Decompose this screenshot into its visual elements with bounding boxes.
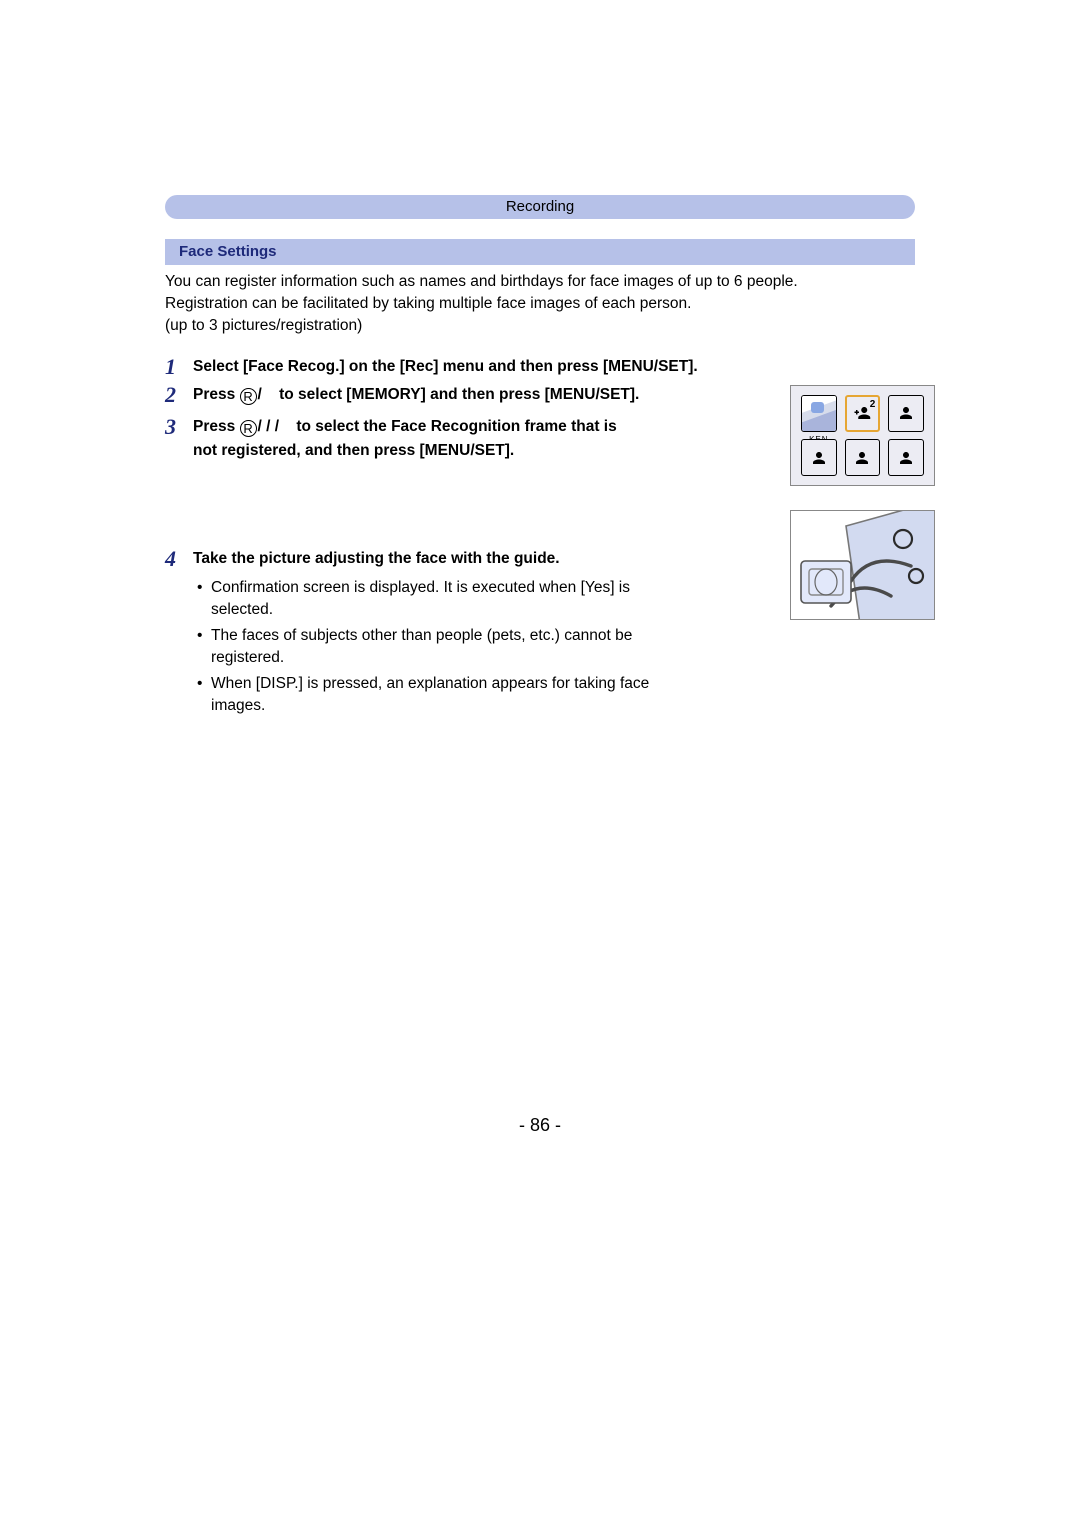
step-text: Select [Face Recog.] on the [Rec] menu a… (193, 358, 698, 375)
step-text: Take the picture adjusting the face with… (193, 550, 560, 567)
slot-badge: 2 (870, 399, 876, 410)
r-symbol-icon: R (240, 420, 257, 437)
face-slot-empty (888, 395, 924, 432)
slot-name-label: KEN (801, 435, 837, 437)
face-grid-figure: 2 KEN (790, 385, 935, 486)
face-slot-empty (845, 439, 881, 476)
person-icon (853, 449, 871, 467)
text-fragment: Press (193, 386, 240, 403)
text-fragment: / (258, 386, 262, 403)
page-content: Recording Face Settings You can register… (165, 195, 915, 721)
face-slot-empty (888, 439, 924, 476)
face-slot-selected: 2 (845, 395, 881, 432)
camera-guide-figure (790, 510, 935, 620)
step-number: 1 (165, 355, 193, 379)
bullet-item: Confirmation screen is displayed. It is … (211, 577, 653, 621)
r-symbol-icon: R (240, 388, 257, 405)
face-slot-photo (801, 395, 837, 432)
camera-illustration-icon (791, 511, 935, 620)
text-fragment: to select [MEMORY] and then press [MENU/… (279, 386, 639, 403)
step-number: 3 (165, 415, 193, 439)
step-text: Press R/ / / to select the Face Recognit… (193, 418, 617, 459)
intro-text: You can register information such as nam… (165, 271, 915, 337)
text-fragment: Press (193, 418, 240, 435)
bullet-item: When [DISP.] is pressed, an explanation … (211, 673, 653, 717)
step-number: 4 (165, 547, 193, 571)
text-fragment: / / / (258, 418, 280, 435)
bullet-list: Confirmation screen is displayed. It is … (193, 577, 653, 717)
chapter-header: Recording (165, 195, 915, 219)
person-icon (897, 449, 915, 467)
step-1: 1 Select [Face Recog.] on the [Rec] menu… (165, 355, 915, 379)
step-text: Press R/ to select [MEMORY] and then pre… (193, 386, 639, 403)
page-number: - 86 - (165, 1115, 915, 1136)
intro-line: You can register information such as nam… (165, 273, 798, 290)
intro-line: (up to 3 pictures/registration) (165, 317, 362, 334)
section-title: Face Settings (165, 239, 915, 265)
step-number: 2 (165, 383, 193, 407)
bullet-item: The faces of subjects other than people … (211, 625, 653, 669)
face-slot-empty (801, 439, 837, 476)
person-icon (897, 404, 915, 422)
intro-line: Registration can be facilitated by takin… (165, 295, 691, 312)
person-icon (810, 449, 828, 467)
